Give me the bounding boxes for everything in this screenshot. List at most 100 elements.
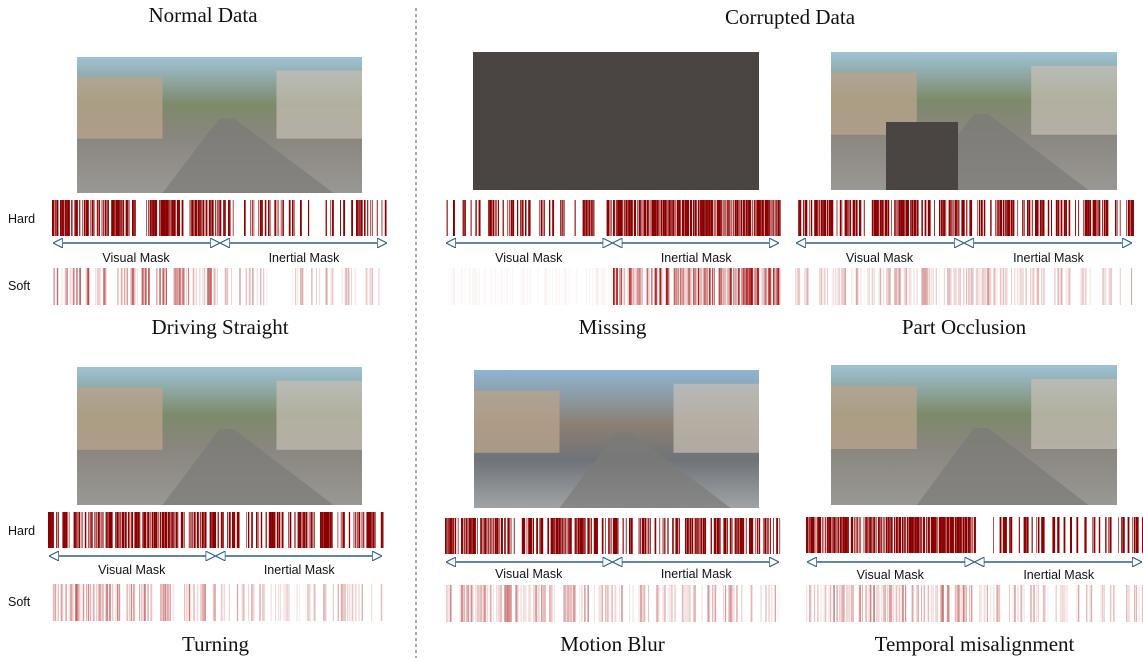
hard-stripe	[464, 200, 466, 236]
soft-stripe	[501, 585, 503, 622]
hard-stripe	[646, 518, 648, 554]
hard-stripe	[280, 200, 282, 236]
soft-stripe	[568, 585, 570, 622]
hard-stripe	[89, 512, 91, 548]
soft-stripe	[477, 268, 478, 305]
hard-stripe	[940, 517, 942, 553]
soft-stripe	[640, 585, 642, 622]
soft-stripe	[278, 584, 280, 621]
hard-stripe	[252, 200, 253, 236]
hard-stripe	[1122, 517, 1125, 553]
hard-stripe	[488, 518, 490, 554]
hard-stripe	[624, 200, 626, 236]
soft-stripe	[469, 268, 471, 305]
hard-stripe	[605, 518, 606, 554]
soft-stripe	[133, 268, 136, 305]
soft-stripe	[630, 268, 632, 305]
hard-stripe	[208, 200, 211, 236]
road	[162, 429, 334, 505]
hard-stripe	[830, 517, 832, 553]
soft-stripe	[589, 268, 591, 305]
soft-stripe	[224, 584, 225, 621]
soft-stripe	[251, 584, 253, 621]
soft-stripe	[184, 584, 185, 621]
soft-stripe	[810, 585, 812, 622]
soft-stripe	[565, 268, 567, 305]
soft-stripe	[721, 268, 723, 305]
hard-stripe	[184, 512, 185, 548]
soft-stripe	[1102, 268, 1105, 305]
hard-stripe	[212, 200, 214, 236]
soft-stripe	[99, 584, 101, 621]
soft-stripe	[70, 584, 72, 621]
soft-stripe	[497, 585, 499, 622]
soft-stripe	[646, 268, 649, 305]
hard-stripe	[622, 200, 624, 236]
hard-stripe	[900, 517, 902, 553]
soft-stripe	[161, 584, 164, 621]
hard-stripe	[858, 517, 860, 553]
soft-stripe	[847, 585, 849, 622]
hard-stripe	[946, 517, 949, 553]
hard-stripe	[123, 512, 125, 548]
hard-stripe	[529, 518, 532, 554]
soft-stripe	[252, 584, 255, 621]
hard-stripe	[1127, 517, 1130, 553]
hard-stripe	[1137, 517, 1139, 553]
hard-stripe	[340, 512, 342, 548]
soft-stripe	[693, 585, 695, 622]
hard-stripe	[617, 518, 619, 554]
hard-stripe	[817, 517, 820, 553]
hard-stripe	[895, 517, 898, 553]
mask-label: Inertial Mask	[661, 251, 733, 265]
road	[559, 432, 731, 508]
hard-stripe	[729, 200, 731, 236]
soft-stripe	[549, 585, 551, 622]
hard-stripe	[760, 200, 762, 236]
soft-stripe	[481, 585, 483, 622]
soft-stripe	[1066, 585, 1068, 622]
soft-stripe	[483, 585, 486, 622]
hard-stripe	[945, 517, 947, 553]
soft-stripe	[833, 585, 835, 622]
soft-stripe	[773, 268, 775, 305]
soft-stripe	[1060, 268, 1063, 305]
soft-stripe	[520, 268, 521, 305]
hard-stripe	[691, 200, 693, 236]
hard-stripe	[112, 200, 115, 236]
soft-stripe	[662, 585, 664, 622]
hard-stripe	[733, 200, 734, 236]
hard-stripe	[491, 518, 493, 554]
soft-stripe	[953, 268, 956, 305]
soft-stripe	[736, 585, 738, 622]
soft-stripe	[1135, 585, 1137, 622]
hard-stripe	[156, 512, 158, 548]
soft-stripe	[1060, 585, 1062, 622]
soft-stripe	[709, 585, 711, 622]
soft-stripe	[162, 268, 165, 305]
hard-stripe	[477, 518, 478, 554]
soft-stripe	[601, 585, 603, 622]
soft-stripe	[825, 268, 827, 305]
hard-stripe	[873, 200, 876, 236]
hard-stripe	[956, 517, 958, 553]
soft-stripe	[382, 584, 384, 621]
hard-stripe	[159, 200, 161, 236]
hard-stripe	[351, 200, 354, 236]
hard-stripe	[905, 517, 906, 553]
hard-stripe	[110, 512, 113, 548]
hard-stripe	[883, 200, 884, 236]
soft-stripe	[697, 268, 700, 305]
hard-stripe	[528, 518, 531, 554]
soft-stripe	[1089, 268, 1092, 305]
soft-stripe	[52, 584, 54, 621]
soft-stripe	[1078, 585, 1080, 622]
hard-stripe	[713, 200, 715, 236]
hard-stripe	[950, 517, 952, 553]
hard-stripe	[494, 518, 497, 554]
soft-stripe	[202, 268, 204, 305]
hard-stripe	[51, 512, 53, 548]
soft-stripe	[563, 268, 565, 305]
soft-stripe	[990, 585, 992, 622]
soft-stripe	[833, 268, 835, 305]
